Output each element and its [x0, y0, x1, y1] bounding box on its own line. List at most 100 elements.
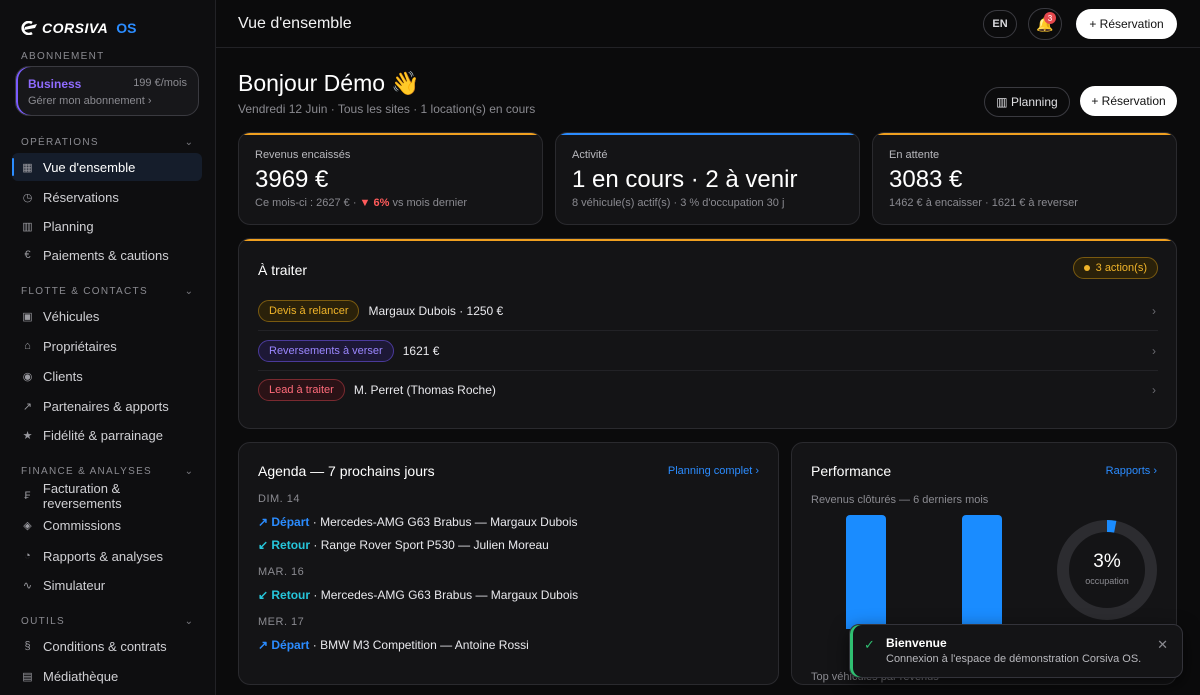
sidebar-item-label: Partenaires & apports	[43, 398, 169, 414]
agenda-event[interactable]: ↙ Retour · Range Rover Sport P530 — Juli…	[258, 538, 549, 552]
section-label-tools: OUTILS	[21, 616, 65, 627]
occupation-label: occupation	[1085, 576, 1129, 586]
kpi-card-activity[interactable]: Activité 1 en cours · 2 à venir 8 véhicu…	[555, 132, 860, 225]
actions-badge: 3 action(s)	[1072, 257, 1158, 279]
revenue-bar	[962, 515, 1002, 629]
sidebar-item-clients[interactable]: ◉ Clients	[12, 362, 202, 390]
sidebar-item-reports[interactable]: ◔ Rapports & analyses	[12, 542, 202, 570]
wave-icon: ∿	[22, 579, 33, 592]
chevron-down-icon[interactable]: ⌄	[184, 466, 193, 477]
card-accent	[239, 239, 1176, 241]
donut-arc	[1057, 520, 1157, 620]
todo-row[interactable]: Reversements à verser 1621 € ›	[258, 331, 1158, 371]
sidebar-item-label: Vue d'ensemble	[43, 159, 136, 175]
full-planning-link[interactable]: Planning complet ›	[667, 465, 759, 477]
todo-text: Margaux Dubois · 1250 €	[368, 303, 504, 318]
sidebar-item-billing[interactable]: ₣ Facturation & reversements	[12, 481, 202, 511]
kpi-card-revenue[interactable]: Revenus encaissés 3969 € Ce mois-ci : 26…	[238, 132, 543, 225]
corsiva-logo-icon	[21, 21, 37, 35]
chevron-down-icon[interactable]: ⌄	[184, 286, 193, 297]
greeting: Bonjour Démo 👋	[238, 70, 421, 96]
agenda-event[interactable]: ↗ Départ · BMW M3 Competition — Antoine …	[258, 638, 529, 652]
event-detail: · Range Rover Sport P530 — Julien Moreau	[310, 538, 549, 552]
brand-logo[interactable]: CORSIVA OS	[20, 18, 136, 38]
sidebar-item-label: Commissions	[43, 517, 122, 533]
card-accent	[239, 133, 542, 135]
chevron-down-icon[interactable]: ⌄	[184, 137, 193, 148]
sidebar-item-reservations[interactable]: ◷ Réservations	[12, 183, 202, 211]
kpi-value: 3083 €	[889, 166, 963, 193]
media-icon: ▤	[22, 670, 33, 683]
sidebar-item-label: Propriétaires	[43, 338, 117, 354]
sidebar-item-label: Clients	[43, 368, 83, 384]
chevron-down-icon[interactable]: ⌄	[184, 616, 193, 627]
chevron-right-icon: ›	[1152, 383, 1156, 397]
kpi-label: Revenus encaissés	[255, 149, 351, 161]
grid-icon: ▦	[22, 161, 33, 174]
agenda-title: Agenda — 7 prochains jours	[258, 463, 435, 479]
sidebar-item-overview[interactable]: ▦ Vue d'ensemble	[12, 153, 202, 181]
sidebar-item-payments[interactable]: € Paiements & cautions	[12, 241, 202, 269]
sidebar-item-partners[interactable]: ↗ Partenaires & apports	[12, 392, 202, 420]
new-reservation-button[interactable]: + Réservation	[1076, 9, 1177, 39]
diamond-icon: ◈	[23, 519, 32, 532]
user-icon: ◉	[22, 370, 33, 383]
performance-subtitle: Revenus clôturés — 6 derniers mois	[811, 494, 989, 506]
todo-title: À traiter	[258, 262, 308, 278]
sidebar-item-loyalty[interactable]: ★ Fidélité & parrainage	[12, 421, 202, 449]
greeting-subtitle: Vendredi 12 Juin · Tous les sites · 1 lo…	[238, 102, 536, 116]
plan-name: Business	[28, 77, 82, 91]
sidebar-item-label: Paiements & cautions	[43, 247, 169, 263]
add-reservation-button[interactable]: + Réservation	[1080, 86, 1177, 116]
toast-title: Bienvenue	[886, 636, 947, 650]
section-label-fleet: FLOTTE & CONTACTS	[21, 286, 148, 297]
notifications-button[interactable]: 🔔 3	[1028, 8, 1062, 40]
sidebar-item-planning[interactable]: ▥ Planning	[12, 212, 202, 240]
event-detail: · Mercedes-AMG G63 Brabus — Margaux Dubo…	[309, 515, 578, 529]
dot-icon	[1083, 265, 1090, 271]
occupation-value: 3%	[1093, 551, 1121, 572]
page-title: Vue d'ensemble	[238, 15, 352, 32]
todo-row[interactable]: Devis à relancer Margaux Dubois · 1250 €…	[258, 291, 1158, 331]
todo-text: M. Perret (Thomas Roche)	[353, 383, 496, 397]
euro-icon: €	[24, 249, 31, 261]
sidebar-item-commissions[interactable]: ◈ Commissions	[12, 511, 202, 539]
language-button[interactable]: EN	[983, 10, 1017, 38]
home-icon: ⌂	[24, 340, 31, 352]
clock-icon: ◷	[22, 191, 33, 204]
sidebar-item-terms[interactable]: § Conditions & contrats	[12, 632, 202, 660]
planning-button[interactable]: ▥ Planning	[984, 87, 1070, 117]
section-label-operations: OPÉRATIONS	[21, 137, 99, 148]
sidebar-item-vehicles[interactable]: ▣ Véhicules	[12, 302, 202, 330]
notification-badge: 3	[1044, 12, 1056, 24]
agenda-event[interactable]: ↙ Retour · Mercedes-AMG G63 Brabus — Mar…	[258, 588, 578, 602]
card-accent	[556, 133, 859, 135]
sidebar-item-label: Planning	[43, 218, 94, 234]
return-label: ↙ Retour	[258, 538, 311, 552]
chevron-right-icon: ›	[1152, 343, 1156, 358]
chevron-right-icon: ›	[1152, 303, 1156, 318]
card-accent	[873, 133, 1176, 135]
return-label: ↙ Retour	[258, 588, 311, 602]
tag-quote-follow-up: Devis à relancer	[258, 299, 360, 322]
reports-link[interactable]: Rapports ›	[1105, 465, 1157, 477]
sidebar-item-label: Véhicules	[43, 308, 100, 324]
close-icon[interactable]: ✕	[1157, 637, 1168, 652]
agenda-event[interactable]: ↗ Départ · Mercedes-AMG G63 Brabus — Mar…	[258, 515, 578, 529]
subscription-card[interactable]: Business 199 €/mois Gérer mon abonnement…	[15, 66, 199, 116]
sidebar-item-owners[interactable]: ⌂ Propriétaires	[12, 332, 202, 360]
manage-subscription-link[interactable]: Gérer mon abonnement ›	[28, 95, 152, 107]
todo-card: À traiter 3 action(s) Devis à relancer M…	[238, 238, 1177, 429]
sidebar-item-simulator[interactable]: ∿ Simulateur	[12, 571, 202, 599]
sidebar-item-media[interactable]: ▤ Médiathèque	[12, 662, 202, 690]
kpi-delta: ▼ 6%	[359, 197, 390, 209]
arrow-up-right-icon: ↗	[22, 400, 33, 413]
invoice-icon: ₣	[24, 490, 31, 502]
agenda-card: Agenda — 7 prochains jours Planning comp…	[238, 442, 779, 685]
kpi-card-pending[interactable]: En attente 3083 € 1462 € à encaisser · 1…	[872, 132, 1177, 225]
check-icon: ✓	[864, 637, 875, 652]
brand-suffix: OS	[116, 20, 137, 36]
kpi-label: En attente	[889, 149, 940, 161]
todo-row[interactable]: Lead à traiter M. Perret (Thomas Roche) …	[258, 370, 1158, 410]
kpi-value: 3969 €	[255, 166, 329, 193]
